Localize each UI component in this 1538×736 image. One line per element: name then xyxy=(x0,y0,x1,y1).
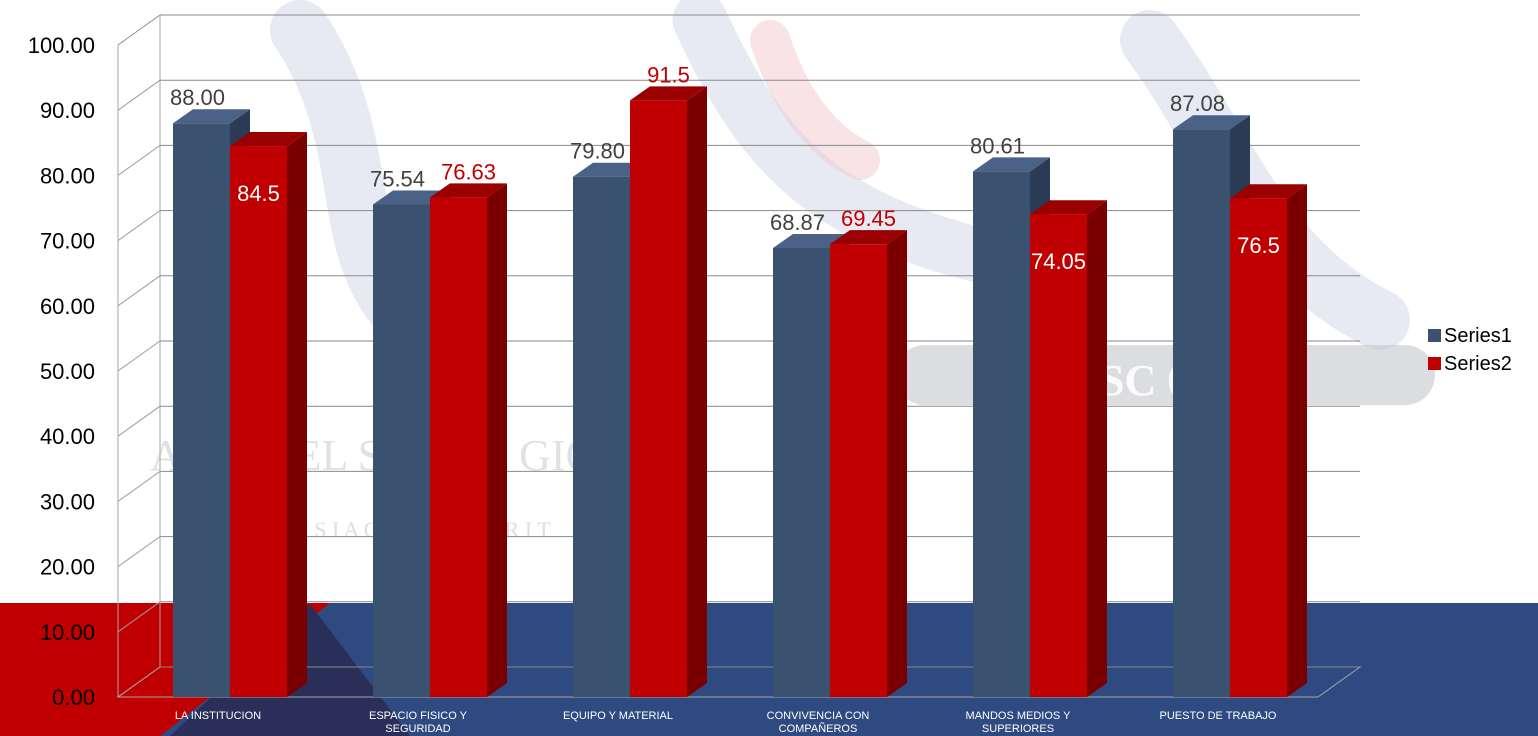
gridline-diag xyxy=(117,275,161,307)
bar-series2-top xyxy=(1230,184,1307,199)
bar-series1-front xyxy=(173,123,230,698)
bar-series2-front xyxy=(830,244,887,697)
gridline-diag xyxy=(117,601,161,633)
bar-series2-top xyxy=(1030,200,1107,215)
x-tick-label: SEGURIDAD xyxy=(385,723,450,735)
bar-series2-front xyxy=(630,100,687,698)
bar-series2-front xyxy=(430,197,487,697)
bar-series1-front xyxy=(773,247,830,698)
x-tick-label: LA INSTITUCION xyxy=(175,710,261,722)
y-tick-label: 50.00 xyxy=(40,359,95,384)
y-tick-label: 30.00 xyxy=(40,489,95,514)
x-tick-label: SUPERIORES xyxy=(982,723,1054,735)
bar-series2-top xyxy=(630,86,707,101)
data-label-series1: 87.08 xyxy=(1170,91,1225,116)
bar-series2-top xyxy=(830,230,907,245)
legend-swatch-series2 xyxy=(1428,357,1441,370)
x-tick-label: CONVIVENCIA CON xyxy=(767,710,870,722)
legend: Series1 Series2 xyxy=(1428,325,1512,375)
bar-series2-side xyxy=(887,230,907,697)
bar-series2-front xyxy=(1230,198,1287,697)
gridline-diag xyxy=(117,405,161,437)
bars xyxy=(173,86,1307,698)
x-tick-label: PUESTO DE TRABAJO xyxy=(1160,710,1277,722)
legend-label-series1: Series1 xyxy=(1444,325,1512,347)
bar-series1-top xyxy=(973,157,1050,172)
bar-series2-side xyxy=(487,183,507,697)
gridline-diag xyxy=(117,470,161,502)
data-label-series1: 88.00 xyxy=(170,85,225,110)
data-label-series2: 69.45 xyxy=(841,206,896,231)
bar-series2-side xyxy=(1287,184,1307,698)
bar-series2-top xyxy=(430,183,507,198)
data-label-series1: 75.54 xyxy=(370,166,425,191)
bar-series2-side xyxy=(287,132,307,697)
y-tick-label: 80.00 xyxy=(40,163,95,188)
y-tick-label: 100.00 xyxy=(28,33,95,58)
bar-series2-front xyxy=(230,146,287,697)
bar-series2-front xyxy=(1030,214,1087,697)
data-label-series1: 80.61 xyxy=(970,133,1025,158)
x-tick-label: ESPACIO FISICO Y xyxy=(369,710,468,722)
gridline-diag xyxy=(117,144,161,176)
bar-series2-top xyxy=(230,132,307,147)
data-label-series1: 79.80 xyxy=(570,139,625,164)
bar-series2-side xyxy=(1087,200,1107,697)
data-label-series2: 84.5 xyxy=(237,181,280,206)
bar-series2-side xyxy=(687,86,707,698)
bar-series1-front xyxy=(973,171,1030,698)
x-tick-label: EQUIPO Y MATERIAL xyxy=(563,710,673,722)
y-axis: 0.00 10.00 20.00 30.00 40.00 50.00 60.00 70.00 8… xyxy=(28,33,95,710)
logo-stroke xyxy=(672,0,1028,288)
y-tick-label: 60.00 xyxy=(40,294,95,319)
legend-swatch-series1 xyxy=(1428,329,1441,342)
gridlines xyxy=(117,14,1360,698)
gridline-diag xyxy=(117,536,161,568)
y-tick-label: 40.00 xyxy=(40,424,95,449)
bar-series1-front xyxy=(373,204,430,698)
data-label-series2: 76.5 xyxy=(1237,233,1280,258)
x-tick-label: MANDOS MEDIOS Y xyxy=(966,710,1072,722)
data-label-series1: 68.87 xyxy=(770,210,825,235)
data-label-series2: 74.05 xyxy=(1031,249,1086,274)
data-label-series2: 76.63 xyxy=(441,159,496,184)
gridline-diag xyxy=(117,210,161,242)
gridline-diag xyxy=(117,340,161,372)
bar-series1-top xyxy=(1173,115,1250,130)
data-label-series2: 91.5 xyxy=(647,62,690,87)
logo-stroke-red xyxy=(750,20,880,180)
legend-label-series2: Series2 xyxy=(1444,353,1512,375)
gridline-diag xyxy=(117,79,161,111)
y-tick-label: 0.00 xyxy=(52,685,95,710)
bar-series1-front xyxy=(1173,129,1230,697)
y-tick-label: 10.00 xyxy=(40,620,95,645)
gridline-diag xyxy=(117,666,161,698)
bar-series1-front xyxy=(573,176,630,698)
y-tick-label: 20.00 xyxy=(40,555,95,580)
y-tick-label: 90.00 xyxy=(40,98,95,123)
data-labels: 88.00 84.5 75.54 76.63 79.80 91.5 68.87 69.45 80… xyxy=(170,62,1280,274)
x-tick-label: COMPAÑEROS xyxy=(779,722,858,735)
bar-series1-top xyxy=(173,109,250,124)
gridline-diag xyxy=(117,14,161,46)
y-tick-label: 70.00 xyxy=(40,229,95,254)
